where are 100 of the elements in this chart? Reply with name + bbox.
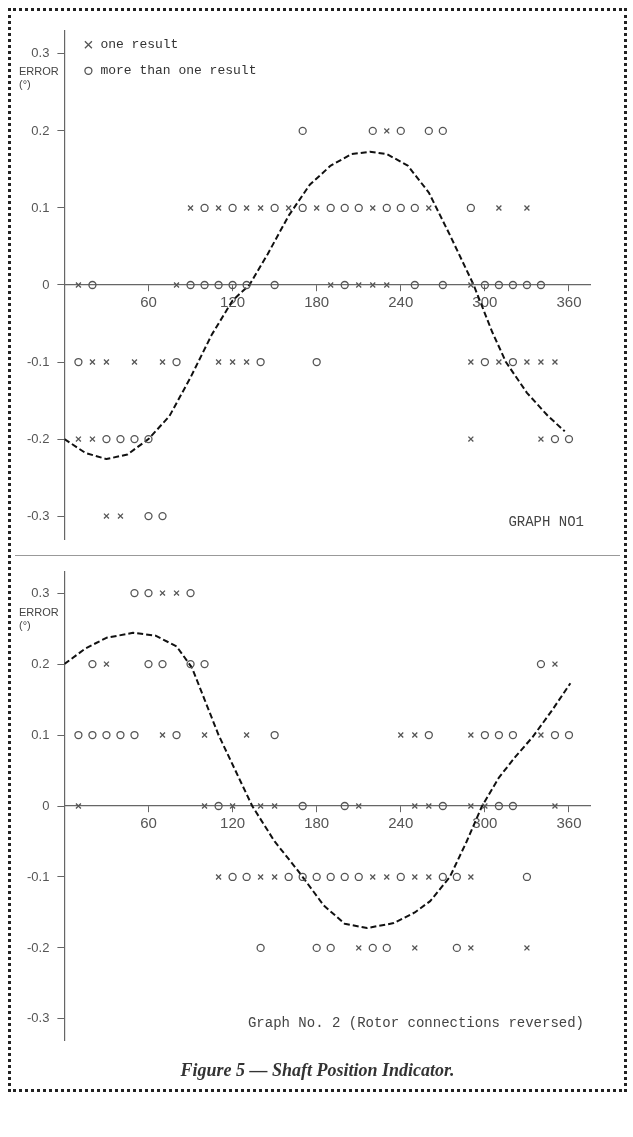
point <box>355 944 362 952</box>
y-tick-label: 0 <box>42 797 50 813</box>
point <box>242 280 251 290</box>
point <box>312 357 321 367</box>
point <box>228 203 237 213</box>
x-tick-label: 360 <box>556 814 582 832</box>
point <box>495 358 503 366</box>
point <box>522 872 532 882</box>
point <box>103 512 110 520</box>
point <box>355 802 362 810</box>
point <box>242 872 251 882</box>
point <box>159 731 166 739</box>
point <box>88 659 97 669</box>
point <box>130 588 139 598</box>
y-tick-label: 0.3 <box>31 45 50 61</box>
x-tick-label: 120 <box>220 814 246 832</box>
point <box>355 281 362 289</box>
point <box>243 204 250 212</box>
legend-label: one result <box>100 37 179 53</box>
point <box>130 730 139 740</box>
point <box>159 358 166 366</box>
point <box>425 873 432 881</box>
y-tick-label: -0.1 <box>26 353 50 369</box>
point <box>186 280 195 290</box>
point <box>215 204 222 212</box>
point <box>382 943 391 953</box>
x-tick-label: 300 <box>472 814 498 832</box>
point <box>368 943 377 953</box>
x-tick-label: 60 <box>140 814 157 832</box>
point <box>243 358 250 366</box>
point <box>257 802 264 810</box>
point <box>312 872 321 882</box>
y-tick-label: 0.3 <box>31 584 50 600</box>
point <box>312 943 321 953</box>
point <box>172 357 181 367</box>
legend-label: more than one result <box>100 63 257 79</box>
point <box>270 730 279 740</box>
point <box>228 872 237 882</box>
point <box>256 357 265 367</box>
point <box>270 280 279 290</box>
point <box>229 358 236 366</box>
point <box>298 126 307 136</box>
point <box>508 280 518 290</box>
point <box>215 358 222 366</box>
point <box>243 731 250 739</box>
point <box>410 280 419 290</box>
point <box>467 281 474 289</box>
point <box>158 659 167 669</box>
point <box>298 872 307 882</box>
point <box>257 873 264 881</box>
point <box>326 872 335 882</box>
point <box>564 434 574 444</box>
x-tick-label: 240 <box>388 293 414 311</box>
y-tick-label: 0.1 <box>31 726 50 742</box>
y-tick-label: 0.2 <box>31 122 50 138</box>
point <box>438 126 447 136</box>
point <box>411 731 418 739</box>
point <box>271 873 278 881</box>
point <box>88 280 97 290</box>
point <box>116 730 125 740</box>
point <box>480 280 490 290</box>
point <box>144 511 153 521</box>
x-tick-label: 180 <box>304 814 330 832</box>
point <box>438 872 447 882</box>
point <box>144 659 153 669</box>
y-axis-title: ERROR (°) <box>19 65 59 91</box>
point <box>508 357 518 367</box>
point <box>354 203 363 213</box>
y-tick-label: -0.1 <box>26 868 50 884</box>
point <box>354 872 363 882</box>
annotation: Graph No. 2 (Rotor connections reversed) <box>247 1014 584 1031</box>
point <box>257 204 264 212</box>
point <box>368 126 377 136</box>
point <box>89 435 96 443</box>
point <box>383 873 390 881</box>
point <box>411 873 418 881</box>
point <box>201 731 208 739</box>
y-tick-label: -0.3 <box>26 1010 50 1026</box>
point <box>480 357 490 367</box>
y-tick-label: -0.2 <box>26 939 50 955</box>
x-tick-label: 240 <box>388 814 414 832</box>
point <box>494 730 504 740</box>
point <box>396 203 405 213</box>
point <box>564 730 574 740</box>
annotation: GRAPH NO1 <box>508 513 584 530</box>
point <box>508 801 518 811</box>
point <box>340 801 349 811</box>
point <box>411 944 418 952</box>
point <box>201 802 208 810</box>
point <box>522 280 532 290</box>
point <box>383 127 390 135</box>
point <box>382 203 391 213</box>
point <box>383 281 390 289</box>
point <box>369 281 376 289</box>
y-axis-title: ERROR (°) <box>19 606 59 632</box>
point <box>117 512 124 520</box>
point <box>172 730 181 740</box>
point <box>452 943 461 953</box>
point <box>214 280 223 290</box>
point <box>438 801 447 811</box>
